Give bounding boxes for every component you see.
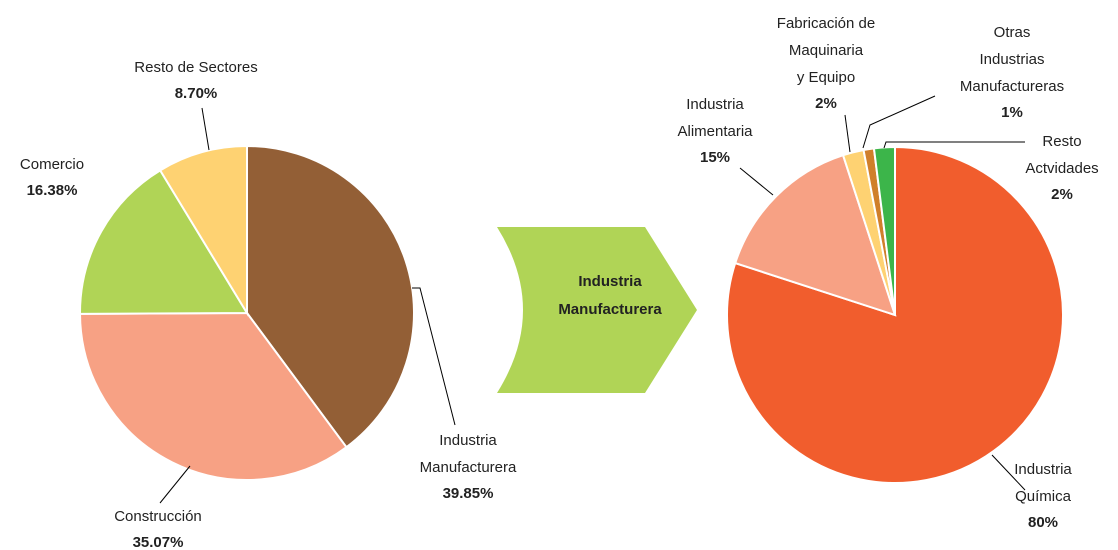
- slice-value-label: 2%: [1051, 186, 1073, 203]
- slice-value-label: 16.38%: [27, 182, 78, 199]
- pie-slice: [79, 168, 249, 315]
- slice-value-label: 39.85%: [443, 485, 494, 502]
- leader-line: [883, 141, 1025, 149]
- slice-label: Resto de Sectores: [134, 59, 257, 76]
- slice-label: Industria Química: [1014, 461, 1072, 505]
- slice-label: Otras Industrias Manufactureras: [960, 24, 1064, 95]
- slice-value-label: 1%: [1001, 104, 1023, 121]
- pie-slice: [726, 145, 1064, 484]
- slice-label: Resto Actvidades: [1025, 133, 1098, 177]
- pie-slice: [158, 144, 248, 317]
- slice-value-label: 15%: [700, 149, 730, 166]
- arrow-label: Industria Manufacturera: [558, 273, 662, 318]
- slice-value-label: 35.07%: [133, 534, 184, 550]
- leader-line: [844, 114, 851, 153]
- leader-line: [739, 167, 774, 196]
- slice-label: Industria Alimentaria: [677, 96, 753, 140]
- arrow-shape: [497, 227, 697, 393]
- pie-slice: [246, 144, 415, 449]
- pie-slice: [78, 311, 348, 481]
- leader-line: [991, 454, 1026, 491]
- slice-label: Construcción: [114, 508, 202, 525]
- slice-value-label: 8.70%: [175, 85, 218, 102]
- leader-line: [201, 107, 210, 151]
- leader-line: [159, 465, 191, 504]
- leader-line: [862, 95, 936, 149]
- slice-label: Fabricación de Maquinaria y Equipo: [777, 15, 875, 86]
- slice-label: Comercio: [20, 156, 84, 173]
- slice-value-label: 80%: [1028, 514, 1058, 531]
- slice-label: Industria Manufacturera: [420, 432, 517, 476]
- slice-value-label: 2%: [815, 95, 837, 112]
- leader-line: [412, 287, 456, 426]
